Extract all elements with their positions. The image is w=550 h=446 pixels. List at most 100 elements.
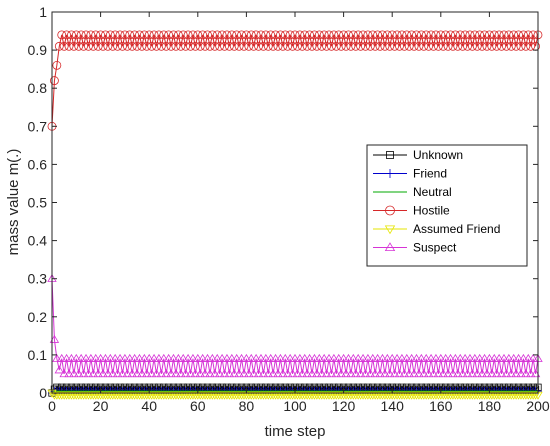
data-point [244,369,254,378]
data-point [504,30,514,40]
data-point [200,369,210,378]
data-point [416,30,426,40]
data-point [373,30,383,40]
data-point [134,353,145,362]
data-point [261,353,271,362]
data-point [110,30,120,40]
y-tick-label: 0.9 [28,42,48,58]
data-point [455,30,465,40]
data-point [433,41,443,51]
data-point [54,41,64,51]
data-point [246,353,256,362]
data-point [384,242,396,252]
data-point [443,41,453,51]
data-point [98,369,108,378]
data-point [132,369,142,378]
data-point [331,41,341,51]
data-point [125,353,135,362]
data-point [76,353,86,362]
data-point [285,30,295,40]
data-point [484,353,495,362]
data-point [62,30,71,40]
data-point [151,369,162,378]
data-point [127,369,137,378]
y-tick-label: 0.3 [28,271,48,287]
x-tick-label: 200 [526,398,550,414]
data-point [326,369,337,378]
data-point [137,41,147,51]
data-point [95,353,106,362]
data-point [361,41,370,51]
data-point [409,369,419,378]
data-point [516,41,526,51]
data-point [426,353,436,362]
data-point [426,30,436,40]
data-point [450,30,460,40]
data-point [511,41,521,51]
data-point [180,369,191,378]
data-point [256,353,266,362]
data-point [302,369,312,378]
data-point [344,30,353,40]
y-tick-label: 0 [39,385,47,401]
data-point [290,30,300,40]
data-point [268,41,278,51]
data-point [280,30,290,40]
data-point [273,41,283,51]
data-point [64,369,74,378]
data-point [482,369,492,378]
data-point [460,30,470,40]
data-point [494,353,504,362]
data-point [356,41,366,51]
data-point [382,30,392,40]
data-point [149,30,159,40]
data-point [475,30,485,40]
data-point [419,41,429,51]
data-point [183,353,193,362]
data-point [297,369,307,378]
x-tick-label: 80 [239,398,255,414]
data-point [285,353,295,362]
data-point [385,169,395,178]
data-point [368,353,378,362]
data-point [395,41,404,51]
data-point [402,30,412,40]
data-point [423,369,434,378]
data-point [210,41,220,51]
data-point [161,41,171,51]
data-point [378,30,387,40]
y-tick-label: 0.1 [28,347,48,363]
data-point [463,41,472,51]
data-point [144,353,154,362]
data-point [81,353,91,362]
data-point [375,41,385,51]
data-point [307,41,317,51]
data-point [251,353,261,362]
data-point [482,41,492,51]
data-point [292,369,303,378]
data-point [146,369,157,378]
data-point [256,30,266,40]
data-point [453,369,463,378]
data-point [455,353,465,362]
data-point [501,369,512,378]
data-point [358,30,368,40]
data-point [370,41,380,51]
data-point [118,41,127,51]
data-point [71,30,81,40]
data-point [497,41,506,51]
data-point [438,41,448,51]
data-point [71,353,81,362]
data-point [372,353,383,362]
data-point [176,41,186,51]
series-assumed-friend [47,389,543,400]
data-point [484,30,494,40]
data-point [465,353,475,362]
data-point [321,369,332,378]
data-point [57,30,67,40]
data-point [154,353,164,362]
data-point [514,30,523,40]
data-point [397,353,407,362]
data-point [142,369,152,378]
data-point [288,41,297,51]
